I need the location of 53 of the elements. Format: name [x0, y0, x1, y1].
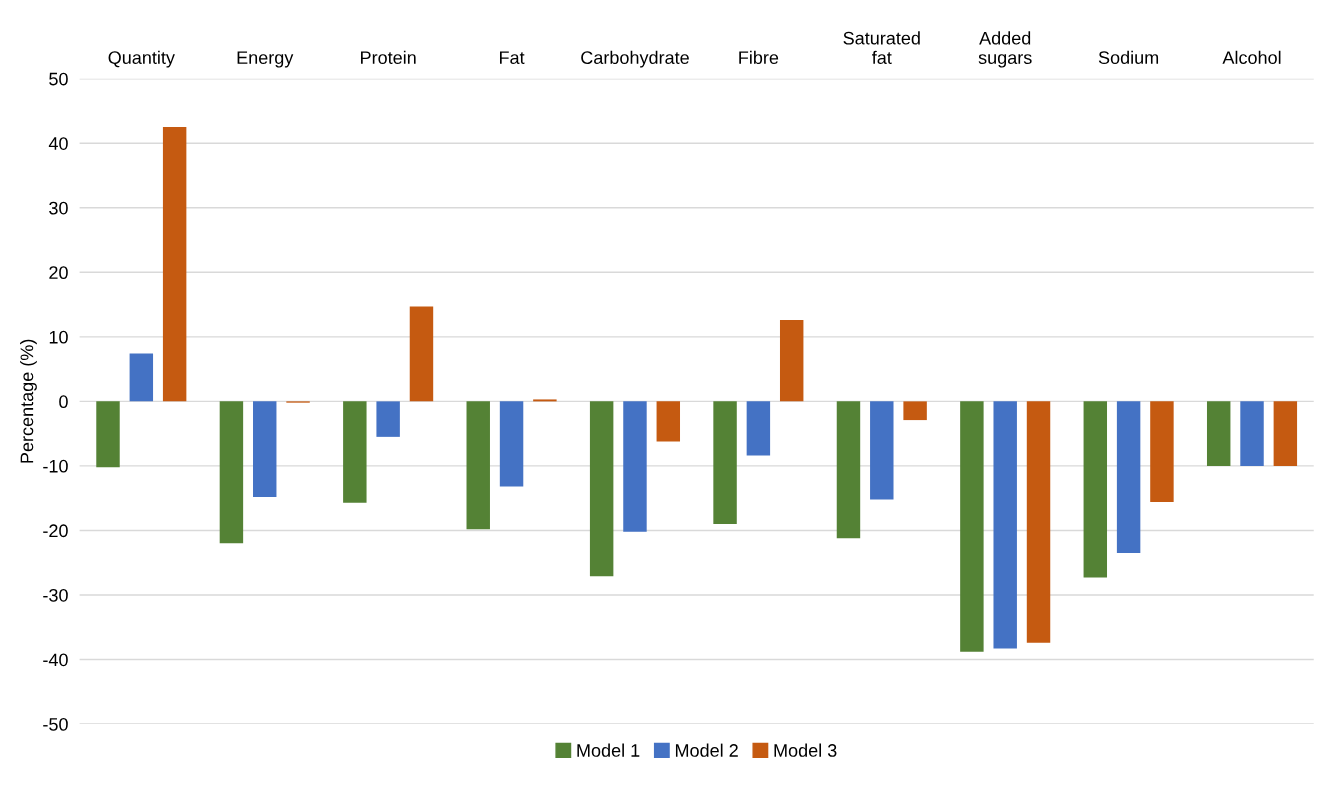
y-tick-label: 50: [49, 72, 68, 86]
bar: [1273, 401, 1298, 466]
legend-label: Model 1: [577, 743, 640, 757]
legend-label: Model 2: [675, 743, 738, 757]
x-tick-label: Carbohydrate: [581, 50, 689, 68]
y-tick-label: 30: [49, 201, 68, 215]
y-tick-label: -30: [43, 588, 68, 602]
bar: [870, 401, 894, 500]
y-tick-label: -10: [43, 459, 68, 473]
bar: [376, 401, 400, 437]
bar: [219, 401, 244, 544]
bar: [993, 401, 1017, 649]
y-tick-label: 10: [49, 330, 68, 344]
bar: [343, 401, 367, 503]
x-tick-label: Quantity: [108, 50, 175, 68]
y-tick-label: -20: [43, 524, 68, 538]
x-tick-label: Protein: [361, 50, 416, 65]
x-tick-label: Sodium: [1098, 50, 1159, 65]
y-axis-title: Percentage (%): [20, 339, 37, 463]
bar: [1026, 401, 1051, 643]
x-tick-label: Fibre: [739, 50, 779, 65]
bar: [713, 401, 737, 524]
bar: [836, 401, 861, 539]
bar: [1240, 401, 1264, 466]
bar: [1206, 401, 1231, 466]
bar: [162, 127, 187, 402]
bar: [1083, 401, 1108, 578]
bar: [960, 401, 984, 652]
bar: [1150, 401, 1174, 503]
bar: [1116, 401, 1141, 554]
bar: [96, 401, 120, 468]
bar: [499, 401, 524, 487]
bar: [589, 401, 614, 577]
bar: [253, 401, 277, 497]
y-tick-label: 40: [48, 137, 68, 150]
y-tick-label: -40: [43, 653, 68, 667]
y-tick-label: -50: [43, 717, 68, 731]
x-tick-label: Added sugars: [978, 31, 1032, 68]
y-tick-label: 20: [49, 266, 68, 280]
y-tick-label: 0: [59, 395, 68, 409]
legend-label: Model 3: [774, 743, 837, 757]
bar: [746, 401, 771, 456]
x-tick-label: Alcohol: [1222, 50, 1281, 65]
bar: [466, 401, 490, 530]
bar: [779, 320, 804, 402]
bar: [656, 401, 681, 442]
bar: [409, 306, 434, 402]
bar: [903, 401, 927, 421]
bar: [129, 353, 154, 402]
bar: [623, 401, 647, 532]
x-tick-label: Energy: [237, 51, 294, 68]
x-tick-label: Fat: [500, 51, 525, 65]
x-tick-label: Saturated fat: [843, 31, 920, 65]
